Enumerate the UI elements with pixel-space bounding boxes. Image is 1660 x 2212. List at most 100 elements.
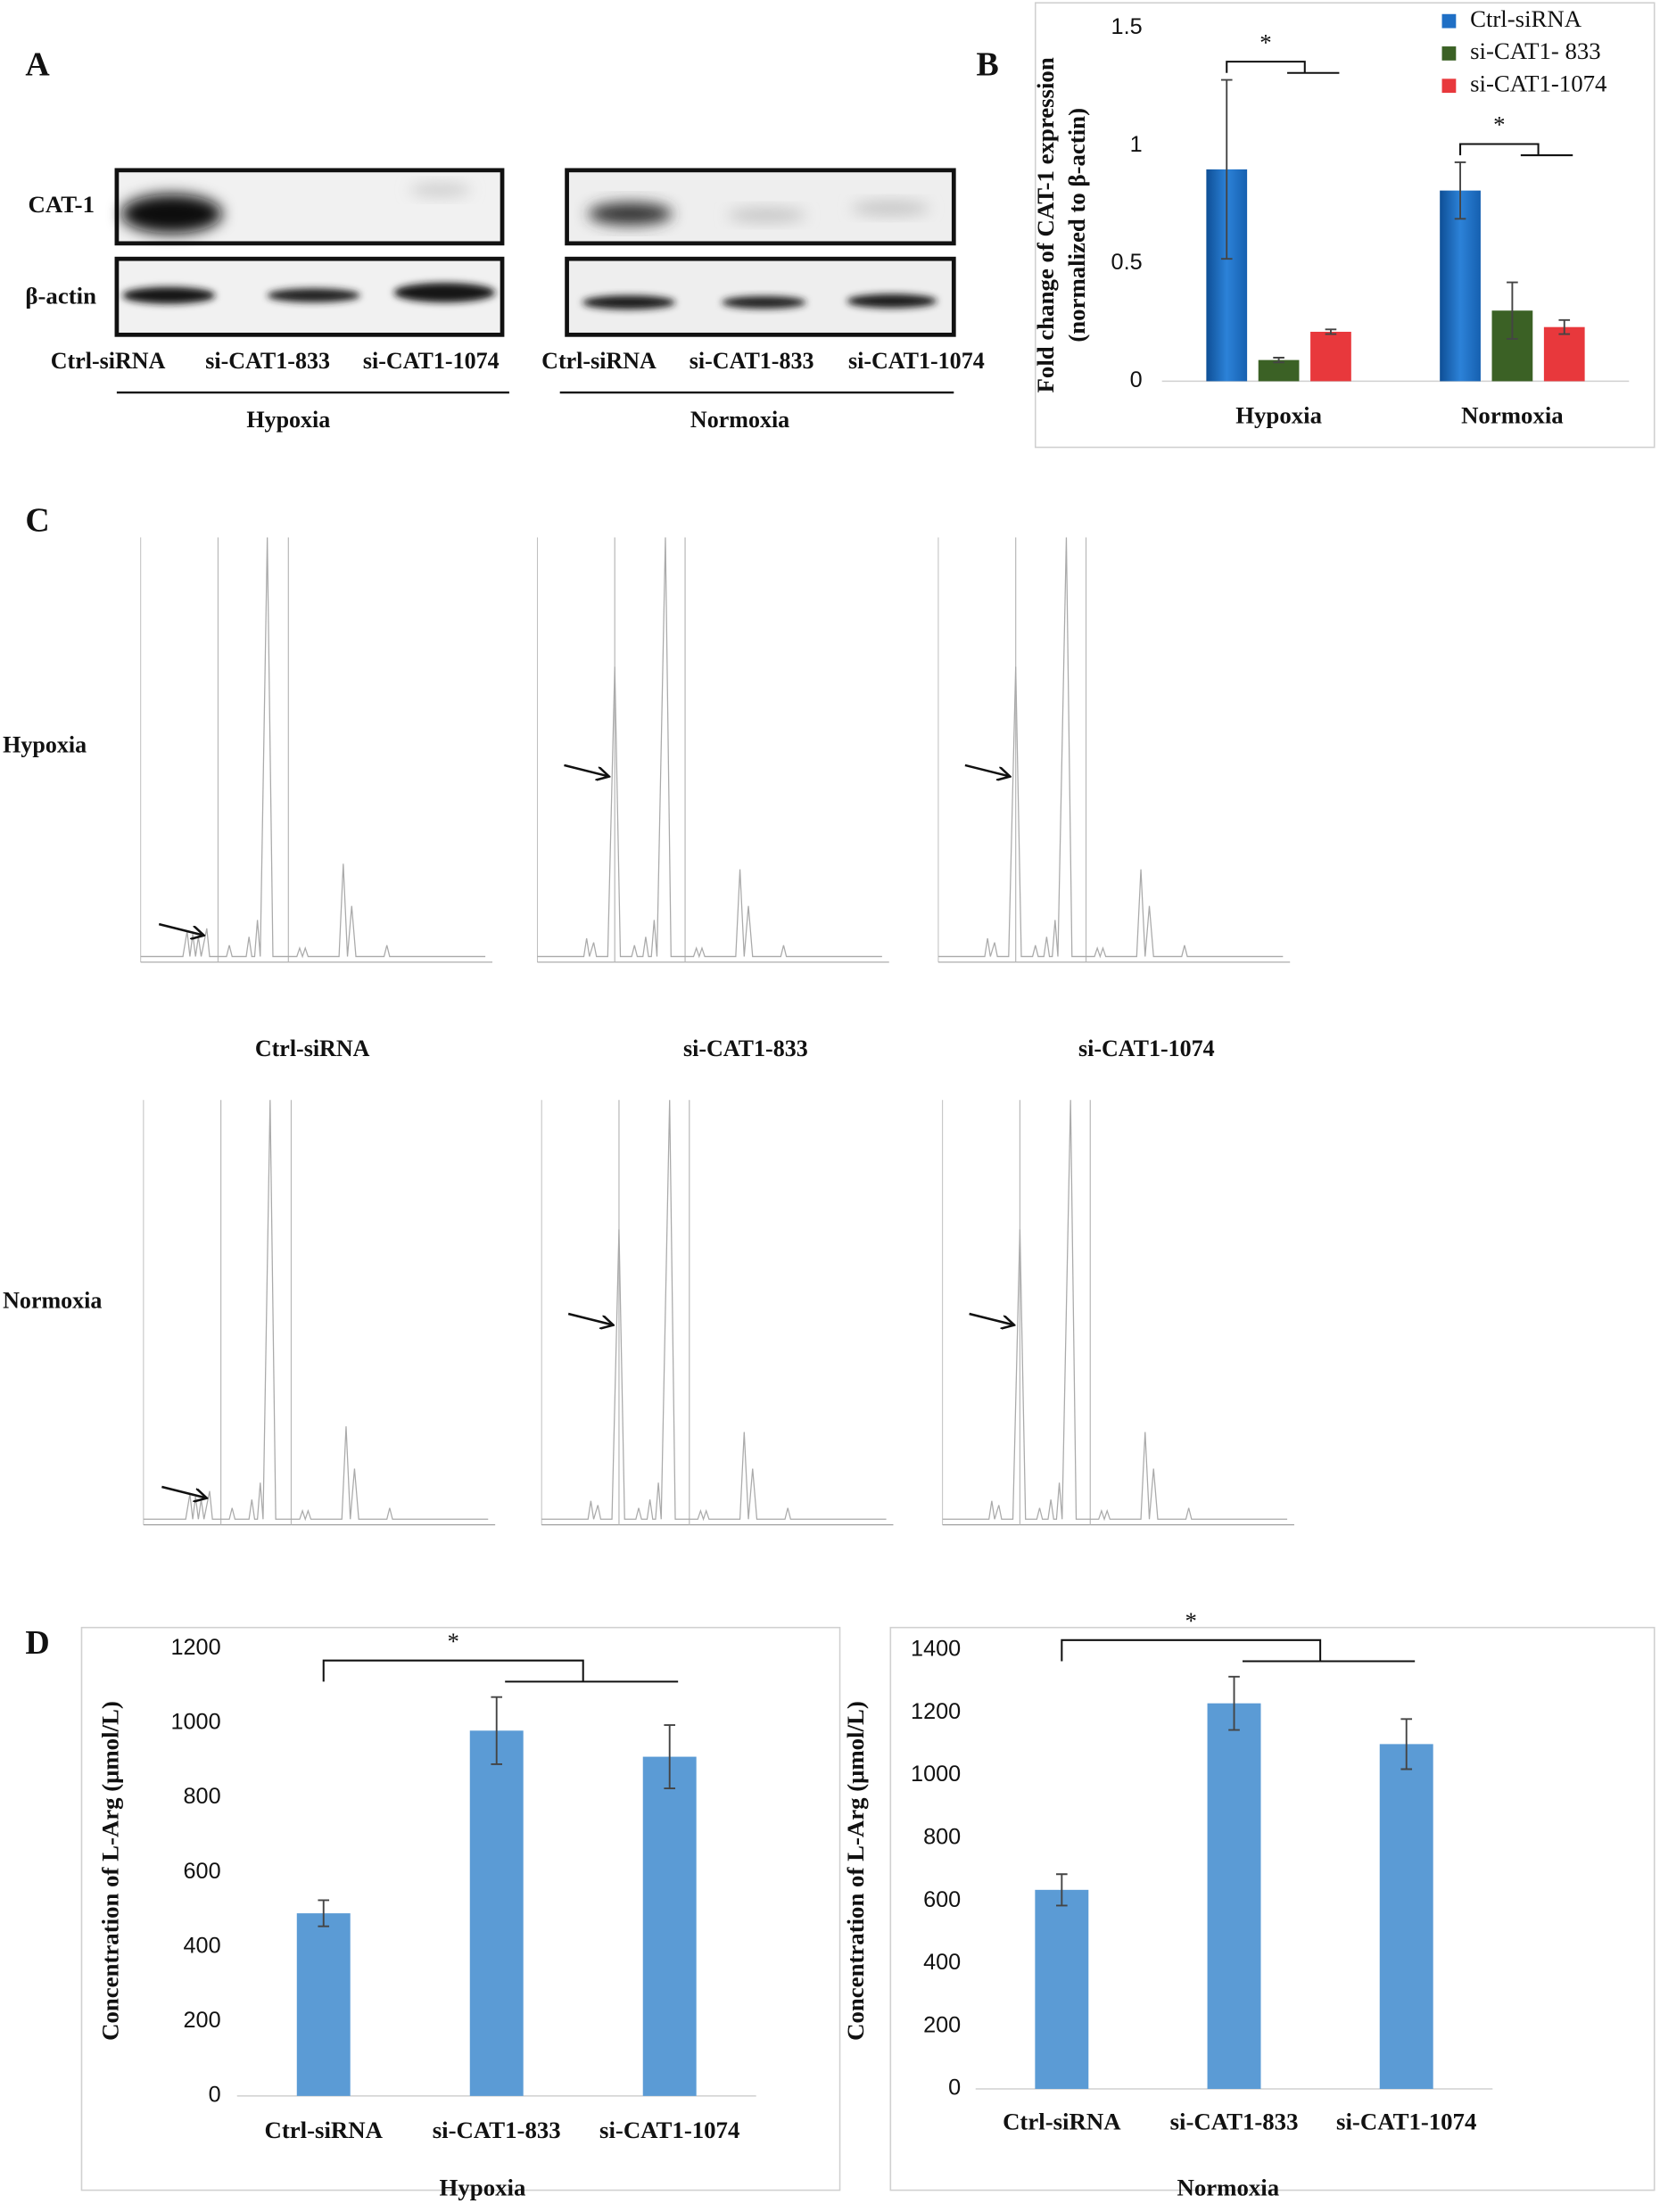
legend-swatch [1441, 13, 1457, 29]
significance-label: * [1259, 29, 1271, 55]
bar-chart: 0 0.5 1 1.5 Fold change of CAT-1 expression(… [1032, 2, 1656, 449]
group-label: Normoxia [690, 407, 789, 433]
western-blot: CAT-1 β-actin Ctrl-siRNA si-CAT1-833 si-… [25, 168, 985, 433]
significance-bracket [1061, 1638, 1416, 1663]
y-tick-label: 400 [923, 1950, 961, 1975]
y-axis-label: Concentration of L-Arg (μmol/L) [842, 1701, 869, 2041]
error-bar [1400, 1718, 1413, 1770]
band [122, 286, 216, 304]
x-tick-label: si-CAT1-833 [433, 2117, 561, 2143]
legend-label: si-CAT1-1074 [1470, 70, 1606, 96]
x-axis-label: Normoxia [1177, 2175, 1280, 2201]
y-tick-label: 1.5 [1111, 14, 1143, 39]
chromatogram [140, 536, 493, 963]
chart-frame [80, 1626, 841, 2191]
lane-label: Ctrl-siRNA [541, 348, 657, 374]
bar [1207, 1703, 1261, 2090]
bar [1379, 1744, 1433, 2090]
bar [296, 1913, 351, 2096]
x-tick-label: si-CAT1-1074 [599, 2117, 739, 2143]
legend-label: Ctrl-siRNA [1470, 5, 1582, 32]
x-tick-label: si-CAT1-1074 [1336, 2109, 1476, 2135]
x-axis-label: Hypoxia [440, 2175, 526, 2201]
y-tick-label: 1 [1130, 132, 1143, 157]
column-label: si-CAT1-1074 [1078, 1036, 1215, 1061]
blot-row-label: β-actin [25, 283, 96, 310]
bar [1310, 331, 1351, 382]
x-tick-label: Hypoxia [1235, 402, 1322, 429]
y-tick-label: 800 [184, 1784, 221, 1809]
band [267, 288, 360, 303]
y-tick-label: 0 [209, 2083, 221, 2108]
y-tick-label: 1000 [171, 1710, 221, 1735]
column-label: Ctrl-siRNA [255, 1036, 370, 1061]
lane-label: si-CAT1-1074 [848, 348, 985, 374]
band [851, 201, 930, 216]
row-label: Hypoxia [3, 731, 87, 757]
column-label: si-CAT1-833 [683, 1036, 808, 1061]
significance-bracket [322, 1659, 679, 1683]
error-bar [664, 1724, 676, 1790]
bar [1440, 190, 1481, 382]
band [588, 202, 673, 226]
y-axis-label: Concentration of L-Arg (μmol/L) [96, 1701, 123, 2041]
bar-chart: 0 200 400 600 800 1000 1200 1400 Concentration o… [842, 1607, 1656, 2201]
y-axis-label: Fold change of CAT-1 expression [1032, 57, 1059, 392]
y-tick-label: 200 [923, 2012, 961, 2037]
y-tick-label: 1000 [911, 1762, 961, 1787]
significance-label: * [448, 1628, 459, 1655]
x-tick-label: Normoxia [1461, 402, 1564, 429]
chromatogram [536, 536, 890, 963]
significance-label: * [1493, 111, 1505, 138]
band [120, 194, 223, 234]
y-tick-label: 0.5 [1111, 250, 1143, 275]
band [582, 295, 676, 310]
legend-swatch [1441, 78, 1457, 94]
chromatogram [143, 1099, 496, 1526]
band [727, 208, 806, 223]
error-bar [1056, 1873, 1068, 1907]
y-tick-label: 1200 [911, 1699, 961, 1724]
error-bar [1454, 161, 1466, 220]
band [722, 295, 806, 310]
error-bar [1558, 318, 1571, 335]
error-bar [1507, 281, 1518, 340]
significance-bracket [1226, 61, 1340, 74]
bar [1035, 1889, 1089, 2090]
error-bar [1220, 78, 1233, 260]
significance-label: * [1185, 1607, 1197, 1634]
y-tick-label: 600 [923, 1887, 961, 1912]
y-tick-label: 200 [184, 2008, 221, 2033]
chromatogram [541, 1099, 895, 1526]
error-bar [1273, 357, 1284, 364]
legend-label: si-CAT1- 833 [1470, 37, 1601, 64]
x-tick-label: Ctrl-siRNA [1003, 2109, 1121, 2135]
band [847, 293, 937, 309]
error-bar [1325, 328, 1337, 335]
bar [1543, 326, 1585, 382]
bar [642, 1756, 697, 2096]
y-tick-label: 400 [184, 1933, 221, 1958]
error-bar [491, 1696, 503, 1765]
band [409, 183, 472, 197]
panel-label: C [25, 501, 49, 539]
y-axis-label: (normalized to β-actin) [1063, 108, 1090, 343]
y-tick-label: 0 [1130, 367, 1143, 392]
band [393, 282, 496, 303]
x-tick-label: si-CAT1-833 [1170, 2109, 1299, 2135]
panel-label: D [25, 1624, 49, 1662]
error-bar [318, 1899, 330, 1927]
blot-row-label: CAT-1 [29, 191, 95, 218]
y-tick-label: 1400 [911, 1637, 961, 1662]
panel-label: A [25, 45, 50, 83]
chromatogram [942, 1099, 1295, 1526]
row-label: Normoxia [3, 1287, 102, 1313]
chart-frame [1034, 2, 1656, 449]
x-tick-label: Ctrl-siRNA [265, 2117, 384, 2143]
y-tick-label: 1200 [171, 1635, 221, 1660]
panel-label: B [977, 45, 999, 83]
y-tick-label: 0 [948, 2076, 961, 2101]
y-tick-label: 800 [923, 1824, 961, 1849]
